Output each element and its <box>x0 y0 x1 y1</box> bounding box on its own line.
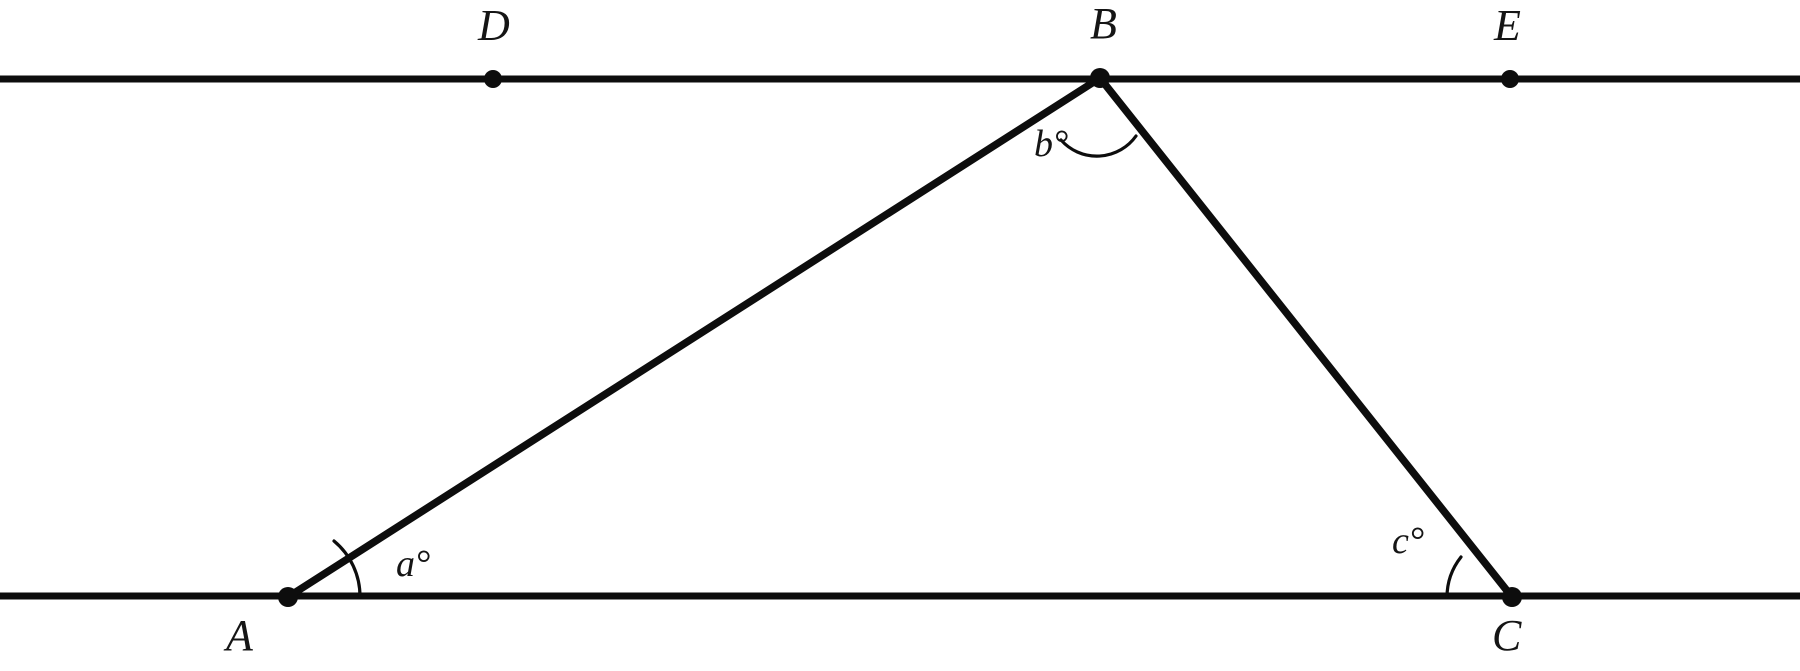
point-dot-C <box>1502 587 1522 607</box>
angle-arc-a <box>332 539 362 599</box>
point-label-D: D <box>478 1 510 50</box>
point-dot-B <box>1090 68 1110 88</box>
segment-BC <box>1096 74 1516 601</box>
angle-arc-c <box>1445 555 1463 599</box>
point-dot-A <box>278 587 298 607</box>
point-dot-D <box>484 70 502 88</box>
segment-AB <box>284 74 1104 601</box>
angle-label-c: c° <box>1392 520 1425 562</box>
angle-label-b: b° <box>1034 123 1069 165</box>
angle-label-a: a° <box>396 543 431 585</box>
point-label-A: A <box>226 611 253 660</box>
point-label-B: B <box>1090 0 1117 48</box>
point-label-E: E <box>1494 1 1521 50</box>
point-dot-E <box>1501 70 1519 88</box>
angle-arc-b <box>1059 134 1138 158</box>
point-label-C: C <box>1492 611 1522 660</box>
